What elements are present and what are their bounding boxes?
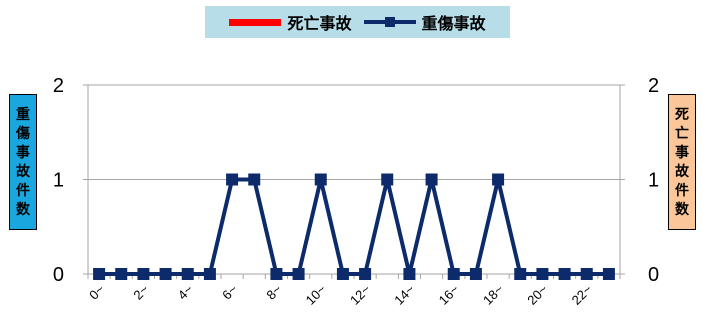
point-serious [381, 173, 394, 186]
left-axis-title: 重傷事故件数 [9, 94, 37, 230]
axes [83, 84, 625, 279]
x-tick-label: 16~ [436, 281, 462, 307]
point-serious [248, 173, 261, 186]
x-tick-label: 4~ [175, 281, 196, 302]
x-tick-label: 18~ [480, 281, 506, 307]
legend-item-fatal: 死亡事故 [229, 10, 352, 34]
x-tick-label: 12~ [347, 281, 373, 307]
y-left-tick-label: 2 [53, 75, 64, 97]
point-serious [226, 173, 239, 186]
point-serious [558, 268, 571, 280]
line-serious [99, 177, 609, 276]
x-tick-label: 8~ [263, 281, 284, 302]
point-serious [580, 268, 593, 280]
series-layer [93, 173, 615, 280]
point-serious [403, 268, 416, 280]
legend-item-serious: 重傷事故 [363, 10, 486, 34]
point-serious [115, 268, 128, 280]
point-serious [181, 268, 194, 280]
right-axis-title-char: 亡 [675, 125, 689, 141]
point-serious [292, 268, 305, 280]
chart-legend: 死亡事故 重傷事故 [205, 6, 510, 38]
point-serious [336, 268, 349, 280]
right-axis-title-char: 死 [675, 106, 689, 122]
left-axis-title-char: 重 [16, 106, 30, 122]
x-tick-label: 10~ [303, 281, 329, 307]
right-axis-title-char: 数 [675, 201, 689, 217]
point-serious [93, 268, 106, 280]
x-tick-label: 6~ [219, 281, 240, 302]
x-tick-label: 2~ [130, 281, 151, 302]
legend-swatch-fatal [229, 18, 282, 26]
right-axis-title-char: 事 [675, 144, 689, 160]
legend-label-fatal: 死亡事故 [287, 16, 352, 33]
y-right-tick-label: 2 [648, 75, 659, 97]
point-serious [359, 268, 372, 280]
legend-swatch-serious-marker [384, 17, 395, 27]
left-axis-title-char: 事 [16, 144, 30, 160]
left-axis-title-char: 数 [16, 201, 30, 217]
right-axis-title: 死亡事故件数 [668, 94, 696, 230]
left-axis-title-char: 件 [16, 182, 30, 198]
y-right-tick-label: 0 [648, 264, 659, 286]
legend-label-serious: 重傷事故 [421, 16, 486, 33]
x-tick-label: 14~ [391, 281, 417, 307]
point-serious [469, 268, 482, 280]
point-serious [536, 268, 549, 280]
point-serious [447, 268, 460, 280]
point-serious [602, 268, 615, 280]
legend-swatch-serious [363, 15, 416, 29]
y-right-tick-label: 1 [648, 170, 659, 192]
y-left-tick-label: 0 [53, 264, 64, 286]
point-serious [159, 268, 172, 280]
point-serious [314, 173, 327, 186]
right-axis-title-char: 故 [675, 163, 689, 179]
left-axis-title-char: 故 [16, 163, 30, 179]
grid-lines [88, 84, 620, 180]
x-tick-label: 0~ [86, 281, 107, 302]
point-serious [514, 268, 527, 280]
point-serious [137, 268, 150, 280]
right-axis-title-char: 件 [675, 182, 689, 198]
y-left-tick-label: 1 [53, 170, 64, 192]
x-tick-label: 20~ [524, 281, 550, 307]
x-tick-label: 22~ [569, 281, 595, 307]
point-serious [425, 173, 438, 186]
point-serious [203, 268, 216, 280]
point-serious [270, 268, 283, 280]
left-axis-title-char: 傷 [16, 125, 30, 141]
point-serious [492, 173, 505, 186]
